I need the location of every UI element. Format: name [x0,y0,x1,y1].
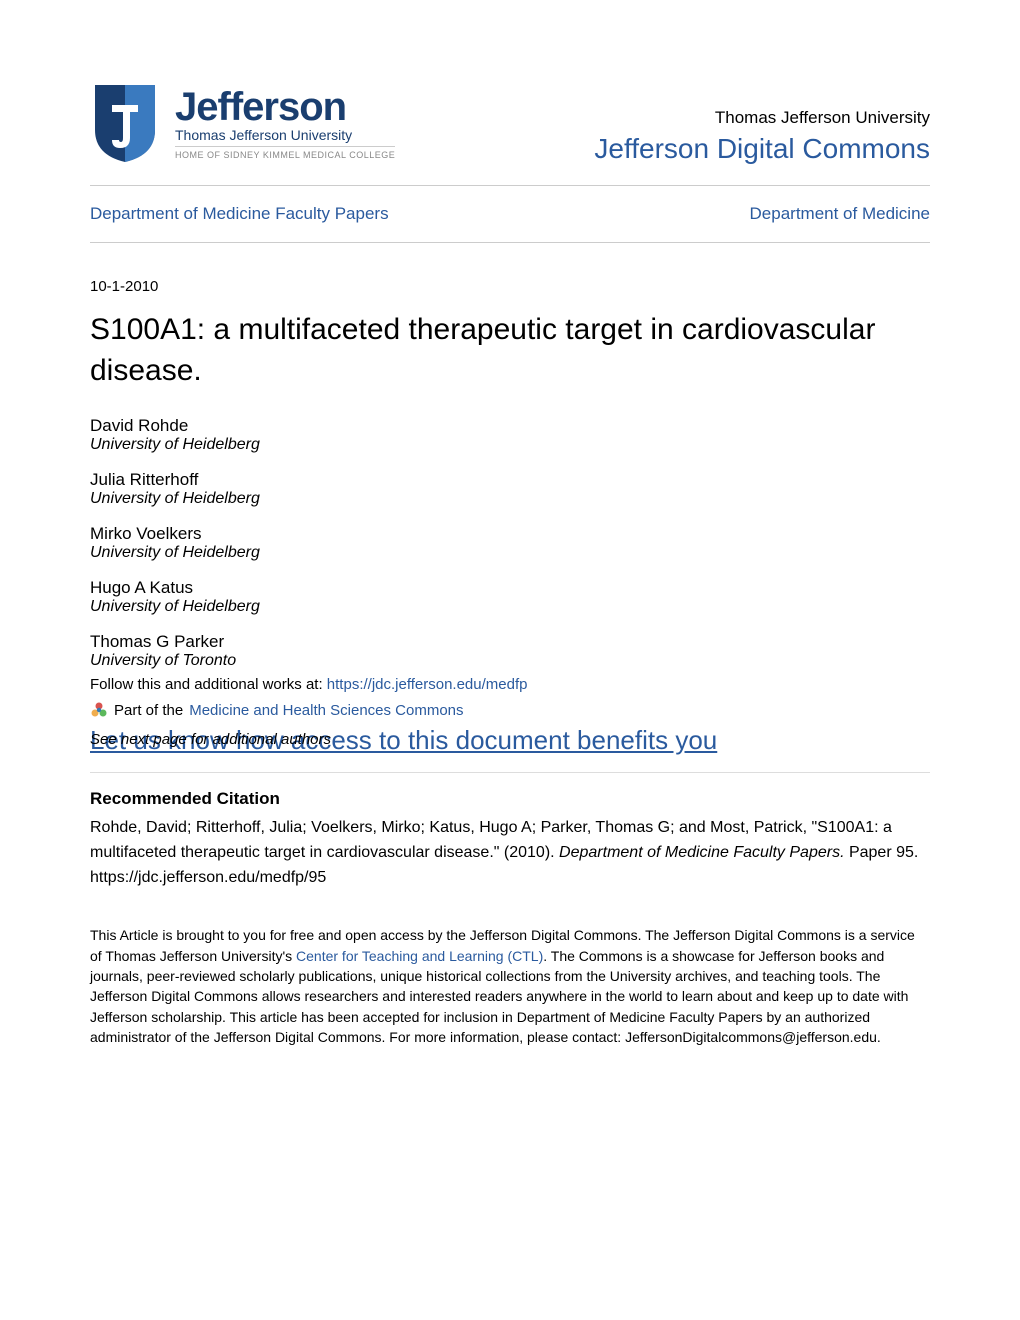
commons-category-link[interactable]: Medicine and Health Sciences Commons [189,702,463,719]
publication-date: 10-1-2010 [90,278,930,295]
author-affiliation: University of Toronto [90,652,930,670]
citation-text: Rohde, David; Ritterhoff, Julia; Voelker… [90,816,930,890]
logo-tagline: HOME OF SIDNEY KIMMEL MEDICAL COLLEGE [175,146,395,160]
divider [90,242,930,243]
divider [90,772,930,773]
collection-link[interactable]: Department of Medicine Faculty Papers [90,204,389,224]
author-name: Mirko Voelkers [90,524,930,544]
author-block: David Rohde University of Heidelberg [90,416,930,454]
citation-url: https://jdc.jefferson.edu/medfp/95 [90,869,326,886]
part-of-prefix: Part of the [114,702,183,719]
author-block: Thomas G Parker University of Toronto [90,632,930,670]
author-block: Julia Ritterhoff University of Heidelber… [90,470,930,508]
recommended-citation-heading: Recommended Citation [90,789,930,809]
department-link[interactable]: Department of Medicine [750,204,930,224]
ctl-link[interactable]: Center for Teaching and Learning (CTL) [296,948,543,964]
overlap-row: See next page for additional authors Let… [90,725,930,756]
author-block: Mirko Voelkers University of Heidelberg [90,524,930,562]
commons-network-icon [90,701,108,719]
divider [90,185,930,186]
university-name: Thomas Jefferson University [594,108,930,128]
author-name: Hugo A Katus [90,578,930,598]
author-affiliation: University of Heidelberg [90,544,930,562]
page-header: Jefferson Thomas Jefferson University HO… [90,80,930,165]
author-name: Thomas G Parker [90,632,930,652]
article-title: S100A1: a multifaceted therapeutic targe… [90,310,930,391]
header-right: Thomas Jefferson University Jefferson Di… [594,108,930,165]
logo-main-text: Jefferson [175,85,395,130]
logo-subtitle: Thomas Jefferson University [175,127,395,143]
digital-commons-link[interactable]: Jefferson Digital Commons [594,133,930,165]
follow-prefix: Follow this and additional works at: [90,676,327,693]
follow-url-link[interactable]: https://jdc.jefferson.edu/medfp [327,676,528,693]
author-name: Julia Ritterhoff [90,470,930,490]
author-block: Hugo A Katus University of Heidelberg [90,578,930,616]
see-next-page: See next page for additional authors [90,731,331,748]
author-affiliation: University of Heidelberg [90,436,930,454]
author-affiliation: University of Heidelberg [90,490,930,508]
rights-statement: This Article is brought to you for free … [90,925,930,1047]
breadcrumb: Department of Medicine Faculty Papers De… [90,204,930,224]
citation-paper-num: Paper 95. [845,844,919,861]
jefferson-shield-icon [90,80,160,165]
citation-source: Department of Medicine Faculty Papers. [559,844,844,861]
logo-block: Jefferson Thomas Jefferson University HO… [90,80,395,165]
author-name: David Rohde [90,416,930,436]
logo-text: Jefferson Thomas Jefferson University HO… [175,85,395,160]
follow-works: Follow this and additional works at: htt… [90,676,930,693]
part-of-row: Part of the Medicine and Health Sciences… [90,701,930,719]
author-affiliation: University of Heidelberg [90,598,930,616]
